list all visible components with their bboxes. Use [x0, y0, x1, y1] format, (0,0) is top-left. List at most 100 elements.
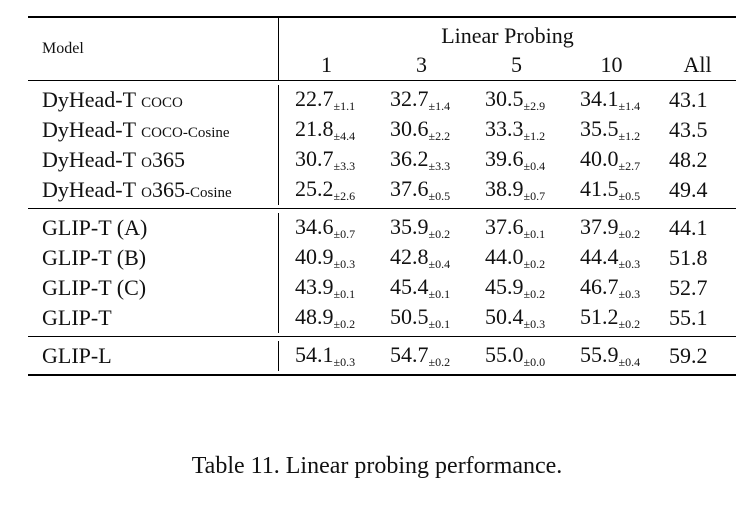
vertical-rule [278, 175, 279, 205]
cell-std: ±0.1 [428, 317, 451, 331]
cell-value: 34.1 [580, 86, 619, 111]
model-header: Model [42, 40, 84, 57]
cell-std: ±3.3 [428, 159, 451, 173]
cell-value: 42.8 [390, 244, 429, 269]
cell-all: 44.1 [669, 215, 708, 240]
model-variant: -Cosine [185, 185, 232, 201]
cell-std: ±0.2 [428, 227, 451, 241]
cell-1-shot: 40.9±0.3 [279, 244, 374, 272]
cell-std: ±0.2 [523, 287, 546, 301]
cell-10-shot: 34.1±1.4 [564, 86, 659, 114]
table-row: DyHead-T o365 30.7±3.3 36.2±3.3 39.6±0.4 40.… [28, 145, 736, 175]
model-name-main: GLIP-T (C) [42, 275, 147, 300]
cell-1-shot: 22.7±1.1 [279, 86, 374, 114]
col-header-3: 3 [416, 52, 427, 77]
cell-1-shot: 30.7±3.3 [279, 146, 374, 174]
cell-all: 48.2 [669, 147, 708, 172]
cell-all: 55.1 [669, 305, 708, 330]
cell-value: 44.0 [485, 244, 524, 269]
col-header-5: 5 [511, 52, 522, 77]
cell-std: ±2.6 [333, 189, 356, 203]
cell-3-shot: 30.6±2.2 [374, 116, 469, 144]
table-row: DyHead-T o365-Cosine 25.2±2.6 37.6±0.5 38.9… [28, 175, 736, 205]
cell-value: 50.5 [390, 304, 429, 329]
cell-std: ±1.4 [428, 99, 451, 113]
model-name-main: GLIP-T (A) [42, 215, 148, 240]
cell-all: 49.4 [669, 177, 708, 202]
model-name: DyHead-T o365 [28, 147, 278, 173]
model-name-main: DyHead-T [42, 177, 142, 202]
cell-5-shot: 55.0±0.0 [469, 342, 564, 370]
table-row: GLIP-L 54.1±0.3 54.7±0.2 55.0±0.0 55.9±0.4 59… [28, 341, 736, 371]
cell-5-shot: 44.0±0.2 [469, 244, 564, 272]
cell-std: ±0.4 [428, 257, 451, 271]
cell-1-shot: 34.6±0.7 [279, 214, 374, 242]
cell-value: 40.9 [295, 244, 334, 269]
cell-std: ±0.7 [333, 227, 356, 241]
cell-value: 45.4 [390, 274, 429, 299]
cell-value: 30.7 [295, 146, 334, 171]
cell-10-shot: 46.7±0.3 [564, 274, 659, 302]
model-name: DyHead-T coco-Cosine [28, 117, 278, 143]
model-dataset: o365 [141, 177, 186, 202]
cell-value: 30.6 [390, 116, 429, 141]
cell-std: ±0.2 [523, 257, 546, 271]
cell-std: ±3.3 [333, 159, 356, 173]
cell-std: ±0.7 [523, 189, 546, 203]
cell-10-shot: 55.9±0.4 [564, 342, 659, 370]
cell-value: 54.7 [390, 342, 429, 367]
model-name-main: DyHead-T [42, 147, 142, 172]
col-header-10: 10 [600, 52, 623, 77]
cell-1-shot: 21.8±4.4 [279, 116, 374, 144]
cell-std: ±0.4 [523, 159, 546, 173]
cell-1-shot: 54.1±0.3 [279, 342, 374, 370]
header-vertical-rule [278, 18, 279, 80]
cell-std: ±1.2 [523, 129, 546, 143]
table-row: DyHead-T coco 22.7±1.1 32.7±1.4 30.5±2.9 34.… [28, 85, 736, 115]
cell-value: 55.9 [580, 342, 619, 367]
vertical-rule [278, 85, 279, 115]
vertical-rule [278, 243, 279, 273]
cell-3-shot: 42.8±0.4 [374, 244, 469, 272]
cell-value: 30.5 [485, 86, 524, 111]
cell-1-shot: 43.9±0.1 [279, 274, 374, 302]
vertical-rule [278, 115, 279, 145]
group-rule-2 [28, 336, 736, 337]
cell-10-shot: 41.5±0.5 [564, 176, 659, 204]
cell-all: 52.7 [669, 275, 708, 300]
cell-std: ±0.2 [618, 227, 641, 241]
model-name: DyHead-T coco [28, 87, 278, 113]
model-name: DyHead-T o365-Cosine [28, 177, 278, 203]
model-name: GLIP-T [28, 305, 278, 331]
cell-value: 34.6 [295, 214, 334, 239]
cell-value: 35.9 [390, 214, 429, 239]
model-name-main: GLIP-L [42, 343, 112, 368]
cell-all: 51.8 [669, 245, 708, 270]
cell-1-shot: 48.9±0.2 [279, 304, 374, 332]
cell-value: 50.4 [485, 304, 524, 329]
cell-5-shot: 38.9±0.7 [469, 176, 564, 204]
cell-std: ±0.1 [523, 227, 546, 241]
cell-value: 33.3 [485, 116, 524, 141]
table-row: GLIP-T (A) 34.6±0.7 35.9±0.2 37.6±0.1 37.9±0… [28, 213, 736, 243]
table-row: GLIP-T (B) 40.9±0.3 42.8±0.4 44.0±0.2 44.4±0… [28, 243, 736, 273]
cell-value: 37.6 [485, 214, 524, 239]
cell-std: ±0.3 [333, 355, 356, 369]
header-rule [28, 80, 736, 81]
shot-columns-header: 1 3 5 10 All [279, 50, 736, 80]
cell-std: ±0.2 [428, 355, 451, 369]
cell-10-shot: 35.5±1.2 [564, 116, 659, 144]
header-right: Linear Probing 1 3 5 10 All [279, 18, 736, 80]
vertical-rule [278, 341, 279, 371]
table-row: GLIP-T 48.9±0.2 50.5±0.1 50.4±0.3 51.2±0.2 55… [28, 303, 736, 333]
cell-std: ±0.4 [618, 355, 641, 369]
cell-std: ±0.3 [333, 257, 356, 271]
cell-std: ±0.1 [333, 287, 356, 301]
cell-value: 25.2 [295, 176, 334, 201]
model-dataset: coco [141, 87, 183, 112]
table-group-dyhead: DyHead-T coco 22.7±1.1 32.7±1.4 30.5±2.9 34.… [28, 81, 736, 208]
cell-value: 54.1 [295, 342, 334, 367]
cell-5-shot: 50.4±0.3 [469, 304, 564, 332]
cell-std: ±1.2 [618, 129, 641, 143]
cell-std: ±4.4 [333, 129, 356, 143]
